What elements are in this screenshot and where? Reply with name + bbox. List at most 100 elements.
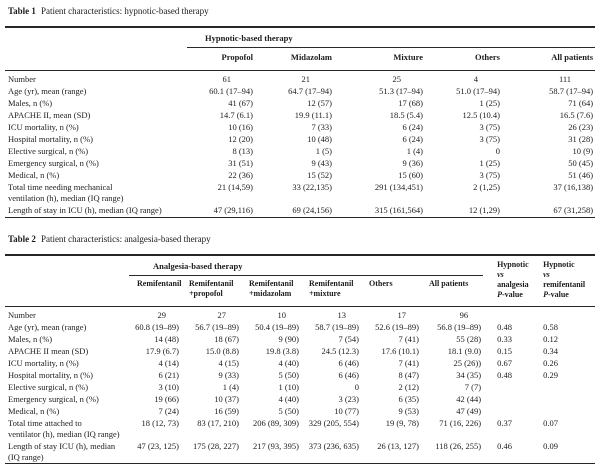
value-cell: 51 (46) <box>502 170 595 182</box>
pvalue-cell: 0.58 <box>529 321 595 333</box>
value-cell: 33 (22,135) <box>255 182 334 205</box>
value-cell: 58.7 (19–89) <box>301 321 361 333</box>
value-cell: 9 (43) <box>255 158 334 170</box>
row-label: Hospital mortality, n (%) <box>5 369 129 381</box>
table1-col-propofol: Propofol <box>187 48 255 71</box>
value-cell: 206 (89, 309) <box>241 417 301 440</box>
pcol1-line1: Hypnotic <box>497 260 529 270</box>
value-cell: 9 (33) <box>181 369 241 381</box>
value-cell: 10 <box>241 306 301 321</box>
row-label: Age (yr), mean (range) <box>5 321 129 333</box>
value-cell: 22 (36) <box>187 170 255 182</box>
value-cell: 60.8 (19–89) <box>129 321 181 333</box>
pvalue-cell <box>529 393 595 405</box>
value-cell: 7 (41) <box>361 357 421 369</box>
table-row: Length of stay in ICU (h), median (IQ ra… <box>5 205 595 218</box>
pvalue-cell <box>529 381 595 393</box>
row-label: Length of stay in ICU (h), median (IQ ra… <box>5 205 187 218</box>
table-row: Males, n (%)41 (67)12 (57)17 (68)1 (25)7… <box>5 98 595 110</box>
pvalue-cell: 0.33 <box>483 333 529 345</box>
table2-col-remifentanil-propofol: Remifentanil +propofol <box>181 275 241 306</box>
value-cell: 52.6 (19–89) <box>361 321 421 333</box>
value-cell: 3 (75) <box>425 134 502 146</box>
row-label: ICU mortality, n (%) <box>5 122 187 134</box>
value-cell: 111 <box>502 71 595 86</box>
value-cell: 17.9 (6.7) <box>129 345 181 357</box>
value-cell: 8 (47) <box>361 369 421 381</box>
table-row: ICU mortality, n (%)4 (14)4 (15)4 (40)6 … <box>5 357 595 369</box>
pvalue-cell <box>483 405 529 417</box>
value-cell: 0 <box>301 381 361 393</box>
pcol1-line2: vs <box>497 270 529 280</box>
value-cell: 9 (90) <box>241 333 301 345</box>
value-cell: 10 (16) <box>187 122 255 134</box>
value-cell: 10 (9) <box>502 146 595 158</box>
value-cell: 2 (12) <box>361 381 421 393</box>
table1-col-others: Others <box>425 48 502 71</box>
value-cell: 15 (60) <box>334 170 425 182</box>
value-cell: 3 (23) <box>301 393 361 405</box>
row-label: APACHE II, mean (SD) <box>5 110 187 122</box>
value-cell: 29 <box>129 306 181 321</box>
table-row: APACHE II, mean (SD)14.7 (6.1)19.9 (11.1… <box>5 110 595 122</box>
value-cell: 3 (75) <box>425 122 502 134</box>
value-cell: 7 (24) <box>129 405 181 417</box>
table1-stub-cell <box>5 27 187 71</box>
value-cell: 1 (4) <box>181 381 241 393</box>
value-cell: 26 (23) <box>502 122 595 134</box>
value-cell: 6 (24) <box>334 134 425 146</box>
table2-caption-label: Table 2 <box>8 234 36 244</box>
pcol2-line3: remifentanil <box>543 280 595 290</box>
value-cell: 64.7 (17–94) <box>255 86 334 98</box>
value-cell: 3 (10) <box>129 381 181 393</box>
table-row: APACHE II mean (SD)17.9 (6.7)15.0 (8.8)1… <box>5 345 595 357</box>
value-cell: 7 (54) <box>301 333 361 345</box>
value-cell: 14.7 (6.1) <box>187 110 255 122</box>
value-cell: 18 (67) <box>181 333 241 345</box>
pvalue-cell <box>483 306 529 321</box>
value-cell: 1 (4) <box>334 146 425 158</box>
value-cell: 55 (28) <box>421 333 483 345</box>
table-row: Males, n (%)14 (48)18 (67)9 (90)7 (54)7 … <box>5 333 595 345</box>
table-row: Emergency surgical, n (%)31 (51)9 (43)9 … <box>5 158 595 170</box>
value-cell: 37 (16,138) <box>502 182 595 205</box>
value-cell: 21 (14,59) <box>187 182 255 205</box>
pvalue-cell: 0.12 <box>529 333 595 345</box>
value-cell: 15.0 (8.8) <box>181 345 241 357</box>
value-cell: 13 <box>301 306 361 321</box>
value-cell: 21 <box>255 71 334 86</box>
value-cell: 0 <box>425 146 502 158</box>
pvalue-cell: 0.29 <box>529 369 595 381</box>
table-row: Emergency surgical, n (%)19 (66)10 (37)4… <box>5 393 595 405</box>
value-cell: 18 (12, 73) <box>129 417 181 440</box>
table1-header: Hypnotic-based therapy Propofol Midazola… <box>5 27 595 71</box>
value-cell: 25 <box>334 71 425 86</box>
value-cell: 47 (23, 125) <box>129 440 181 464</box>
value-cell: 12 (57) <box>255 98 334 110</box>
value-cell: 47 (49) <box>421 405 483 417</box>
value-cell: 7 (33) <box>255 122 334 134</box>
table1-col-midazolam: Midazolam <box>255 48 334 71</box>
value-cell: 5 (50) <box>241 369 301 381</box>
row-label: ICU mortality, n (%) <box>5 357 129 369</box>
table2: Analgesia-based therapy Hypnotic vs anal… <box>5 254 595 464</box>
table2-col-remifentanil-mixture: Remifentanil +mixture <box>301 275 361 306</box>
pvalue-cell <box>483 381 529 393</box>
value-cell: 34 (35) <box>421 369 483 381</box>
value-cell: 19 (66) <box>129 393 181 405</box>
pvalue-cell <box>529 405 595 417</box>
table2-col-remifentanil-midazolam: Remifentanil +midazolam <box>241 275 301 306</box>
value-cell: 26 (13, 127) <box>361 440 421 464</box>
pcol2-line2: vs <box>543 270 595 280</box>
table-row: Hospital mortality, n (%)12 (20)10 (48)6… <box>5 134 595 146</box>
pvalue-cell: 0.48 <box>483 321 529 333</box>
value-cell: 6 (35) <box>361 393 421 405</box>
value-cell: 217 (93, 395) <box>241 440 301 464</box>
pvalue-cell: 0.67 <box>483 357 529 369</box>
value-cell: 4 (15) <box>181 357 241 369</box>
table-row: Age (yr), mean (range)60.1 (17–94)64.7 (… <box>5 86 595 98</box>
